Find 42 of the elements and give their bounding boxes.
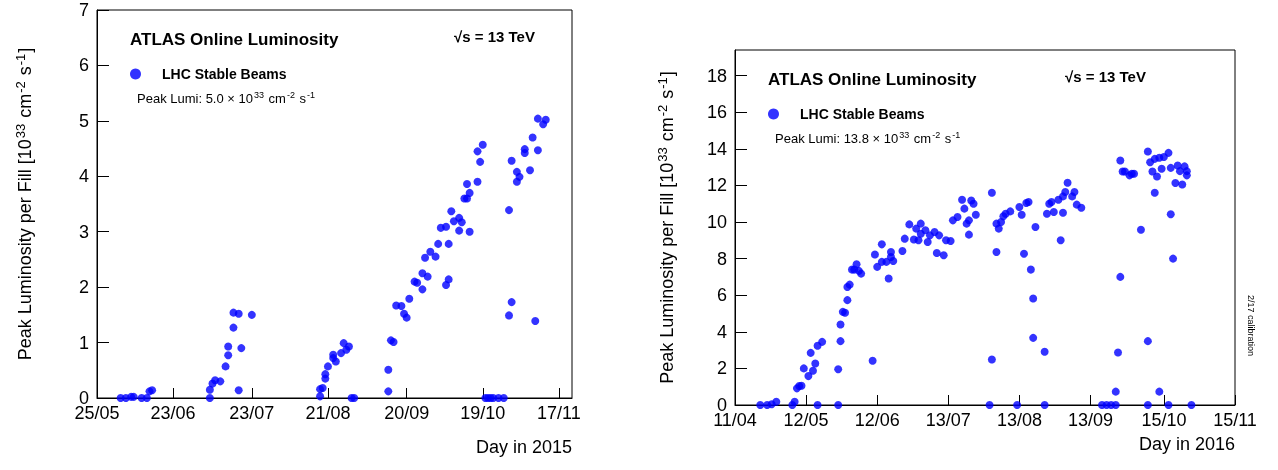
x-tick-label: 12/06 <box>854 410 900 430</box>
y-tick-label: 6 <box>78 55 89 76</box>
y-tick-label: 2 <box>716 358 727 379</box>
x-tick-label: 17/11 <box>537 403 581 423</box>
x-tick-label: 12/05 <box>783 410 829 430</box>
x-tick-label: 20/09 <box>384 403 430 423</box>
text: ATLAS Online Luminosity <box>768 70 977 89</box>
text: ATLAS Online Luminosity <box>130 30 339 49</box>
y-axis-title: Peak Luminosity per Fill [1033 cm-2 s-1] <box>13 47 35 361</box>
legend-label: LHC Stable Beams <box>162 66 287 82</box>
y-tick-label: 4 <box>78 166 89 187</box>
y-tick-label: 1 <box>78 332 89 353</box>
y-axis-title: Peak Luminosity per Fill [1033 cm-2 s-1] <box>655 71 677 384</box>
y-tick-label: 3 <box>78 221 89 242</box>
x-tick-label: 13/07 <box>925 410 971 430</box>
x-tick-label: 19/10 <box>460 403 506 423</box>
y-tick-label: 6 <box>716 285 727 306</box>
x-tick-label: 13/08 <box>996 410 1042 430</box>
y-tick-label: 18 <box>706 65 727 86</box>
x-tick-label: 23/06 <box>150 403 196 423</box>
y-tick-label: 12 <box>706 175 727 196</box>
y-tick-label: 16 <box>706 102 727 123</box>
annotation: √s = 13 TeV <box>454 27 535 45</box>
y-tick-label: 8 <box>716 248 727 269</box>
x-tick-label: 15/10 <box>1141 410 1187 430</box>
x-tick-label: 11/04 <box>713 410 757 430</box>
y-tick-label: 14 <box>706 138 727 159</box>
y-tick-label: 10 <box>706 212 727 233</box>
x-tick-label: 21/08 <box>305 403 351 423</box>
legend-label: LHC Stable Beams <box>800 106 925 122</box>
x-tick-label: 15/11 <box>1213 410 1257 430</box>
x-tick-label: 23/07 <box>229 403 275 423</box>
y-tick-label: 2 <box>78 277 89 298</box>
x-tick-label: 25/05 <box>74 403 120 423</box>
y-tick-label: 7 <box>78 0 89 20</box>
x-tick-label: 13/09 <box>1067 410 1114 430</box>
x-axis-title: Day in 2016 <box>1138 434 1235 454</box>
annotation: √s = 13 TeV <box>1065 67 1146 85</box>
y-tick-label: 5 <box>78 110 89 131</box>
y-tick-label: 4 <box>716 321 727 342</box>
x-axis-title: Day in 2015 <box>475 437 572 457</box>
text: 2/17 calibration <box>1246 295 1256 357</box>
